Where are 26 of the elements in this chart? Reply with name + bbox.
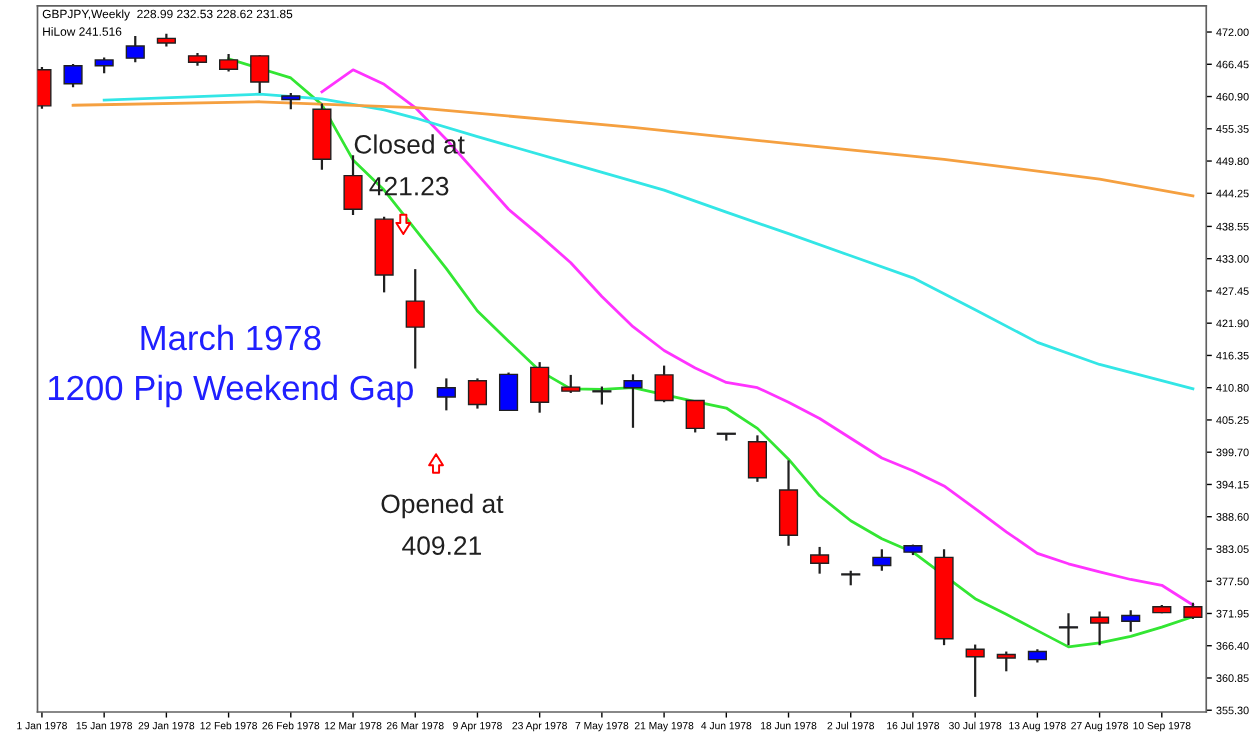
candlestick: [436, 377, 456, 412]
annotation: March 1978 1200 Pip Weekend Gap: [48, 324, 413, 408]
line-series: [71, 100, 1195, 198]
candlestick: [63, 62, 83, 89]
candlestick: [996, 650, 1016, 673]
candlestick: [623, 373, 643, 429]
candlestick: [561, 373, 581, 395]
candlestick: [498, 371, 519, 412]
candlestick: [343, 154, 363, 217]
candlestick: [685, 399, 705, 434]
candlestick: [530, 361, 550, 414]
candlestick: [1058, 612, 1079, 647]
annotation: Opened at 409.21: [381, 493, 504, 555]
candlestick: [654, 364, 674, 404]
candlestick: [405, 268, 425, 370]
candlestick: [1090, 610, 1110, 647]
candlestick: [250, 54, 270, 95]
candlestick: [810, 545, 830, 575]
candlestick: [872, 548, 892, 572]
candlestick: [467, 377, 488, 410]
candlestick: [747, 434, 767, 483]
candlestick: [778, 459, 799, 547]
candlestick: [592, 385, 612, 406]
candlestick: [125, 34, 145, 64]
candlestick: [965, 643, 985, 698]
candlestick: [1121, 609, 1141, 633]
